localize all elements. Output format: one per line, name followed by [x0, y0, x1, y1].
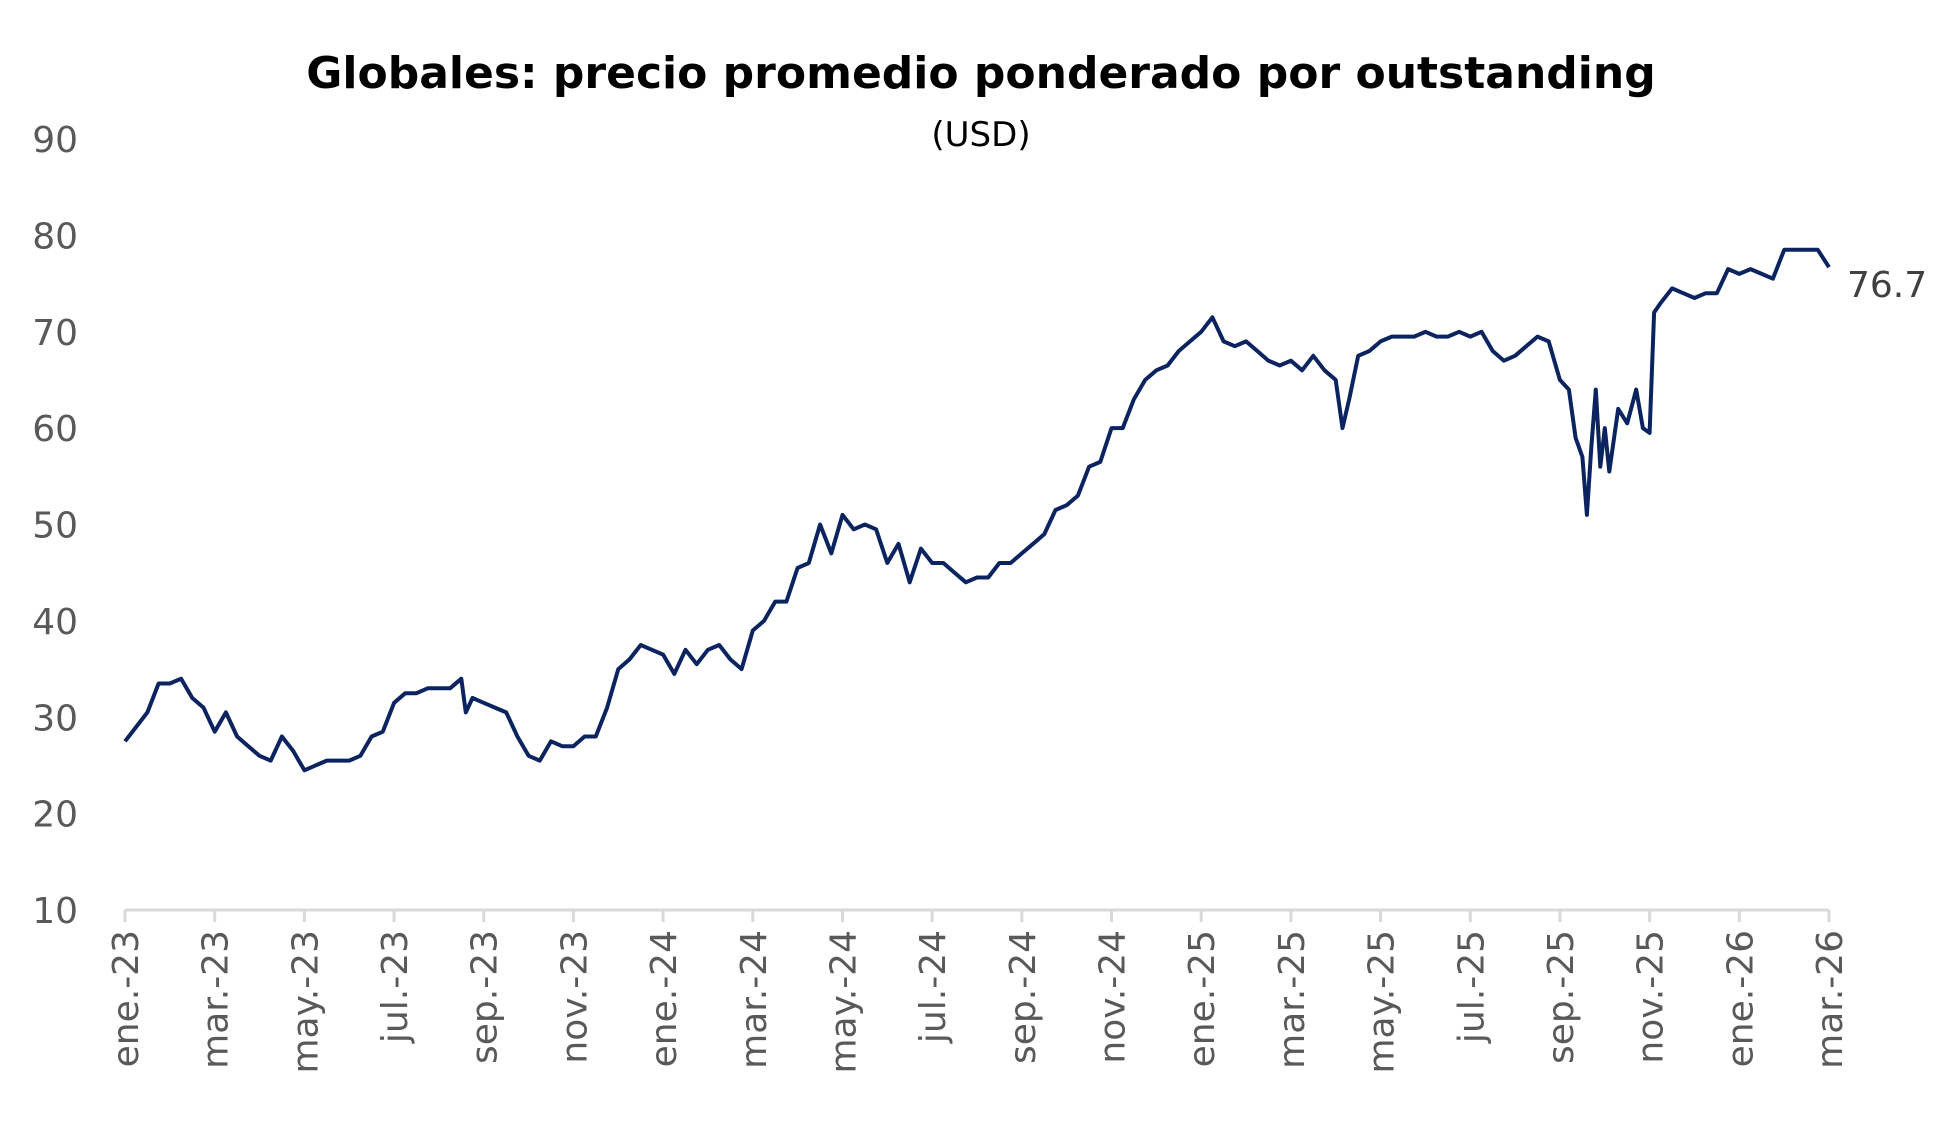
y-tick-label: 90 — [32, 120, 78, 161]
x-tick-label: jul.-25 — [1451, 930, 1492, 1044]
y-tick-label: 30 — [32, 698, 78, 739]
x-tick-label: may.-23 — [285, 930, 326, 1074]
y-tick-label: 60 — [32, 409, 78, 450]
x-tick-label: ene.-24 — [644, 930, 685, 1067]
x-tick-label: sep.-25 — [1541, 930, 1582, 1064]
x-tick-label: nov.-23 — [554, 930, 595, 1064]
series-line-globales — [123, 247, 1831, 773]
y-tick-label: 10 — [32, 891, 78, 932]
x-tick-label: jul.-23 — [375, 930, 416, 1044]
x-tick-label: ene.-26 — [1720, 930, 1761, 1067]
chart-title: Globales: precio promedio ponderado por … — [306, 48, 1655, 99]
x-tick-label: mar.-23 — [196, 930, 237, 1069]
chart-subtitle: (USD) — [931, 115, 1030, 155]
x-tick-label: mar.-25 — [1272, 930, 1313, 1069]
x-tick-label: mar.-26 — [1810, 930, 1851, 1069]
y-tick-label: 20 — [32, 795, 78, 836]
x-tick-label: ene.-25 — [1182, 930, 1223, 1067]
x-tick-label: sep.-23 — [465, 930, 506, 1064]
x-tick-label: may.-24 — [823, 930, 864, 1074]
x-tick-label: sep.-24 — [1003, 930, 1044, 1064]
x-tick-label: jul.-24 — [913, 930, 954, 1044]
y-tick-label: 40 — [32, 602, 78, 643]
x-tick-label: ene.-23 — [106, 930, 147, 1067]
y-tick-label: 50 — [32, 506, 78, 547]
y-tick-label: 80 — [32, 216, 78, 257]
x-tick-label: nov.-25 — [1631, 930, 1672, 1064]
x-tick-label: may.-25 — [1362, 930, 1403, 1074]
x-tick-label: mar.-24 — [734, 930, 775, 1069]
x-tick-label: nov.-24 — [1093, 930, 1134, 1064]
end-value-label: 76.7 — [1847, 265, 1927, 306]
y-tick-label: 70 — [32, 313, 78, 354]
